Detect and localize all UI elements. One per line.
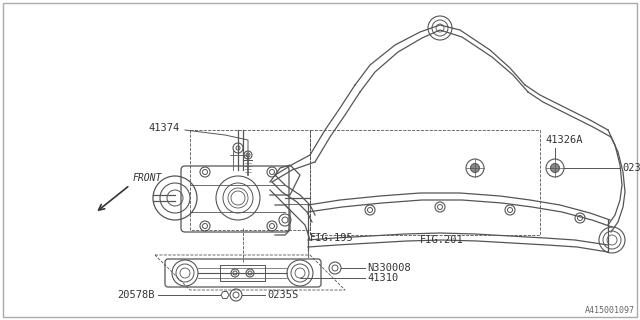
Text: FRONT: FRONT	[133, 173, 163, 183]
Text: 41310: 41310	[367, 273, 398, 283]
Text: FIG.201: FIG.201	[420, 235, 464, 245]
Polygon shape	[221, 292, 229, 299]
Text: 0235S: 0235S	[622, 163, 640, 173]
Text: 20578B: 20578B	[118, 290, 155, 300]
Circle shape	[470, 164, 479, 172]
Text: 41374: 41374	[148, 123, 180, 133]
Circle shape	[550, 164, 559, 172]
Text: N330008: N330008	[367, 263, 411, 273]
Text: A415001097: A415001097	[585, 306, 635, 315]
Text: FIG.195: FIG.195	[310, 233, 354, 243]
Text: 0235S: 0235S	[267, 290, 298, 300]
Text: 41326A: 41326A	[545, 135, 582, 145]
